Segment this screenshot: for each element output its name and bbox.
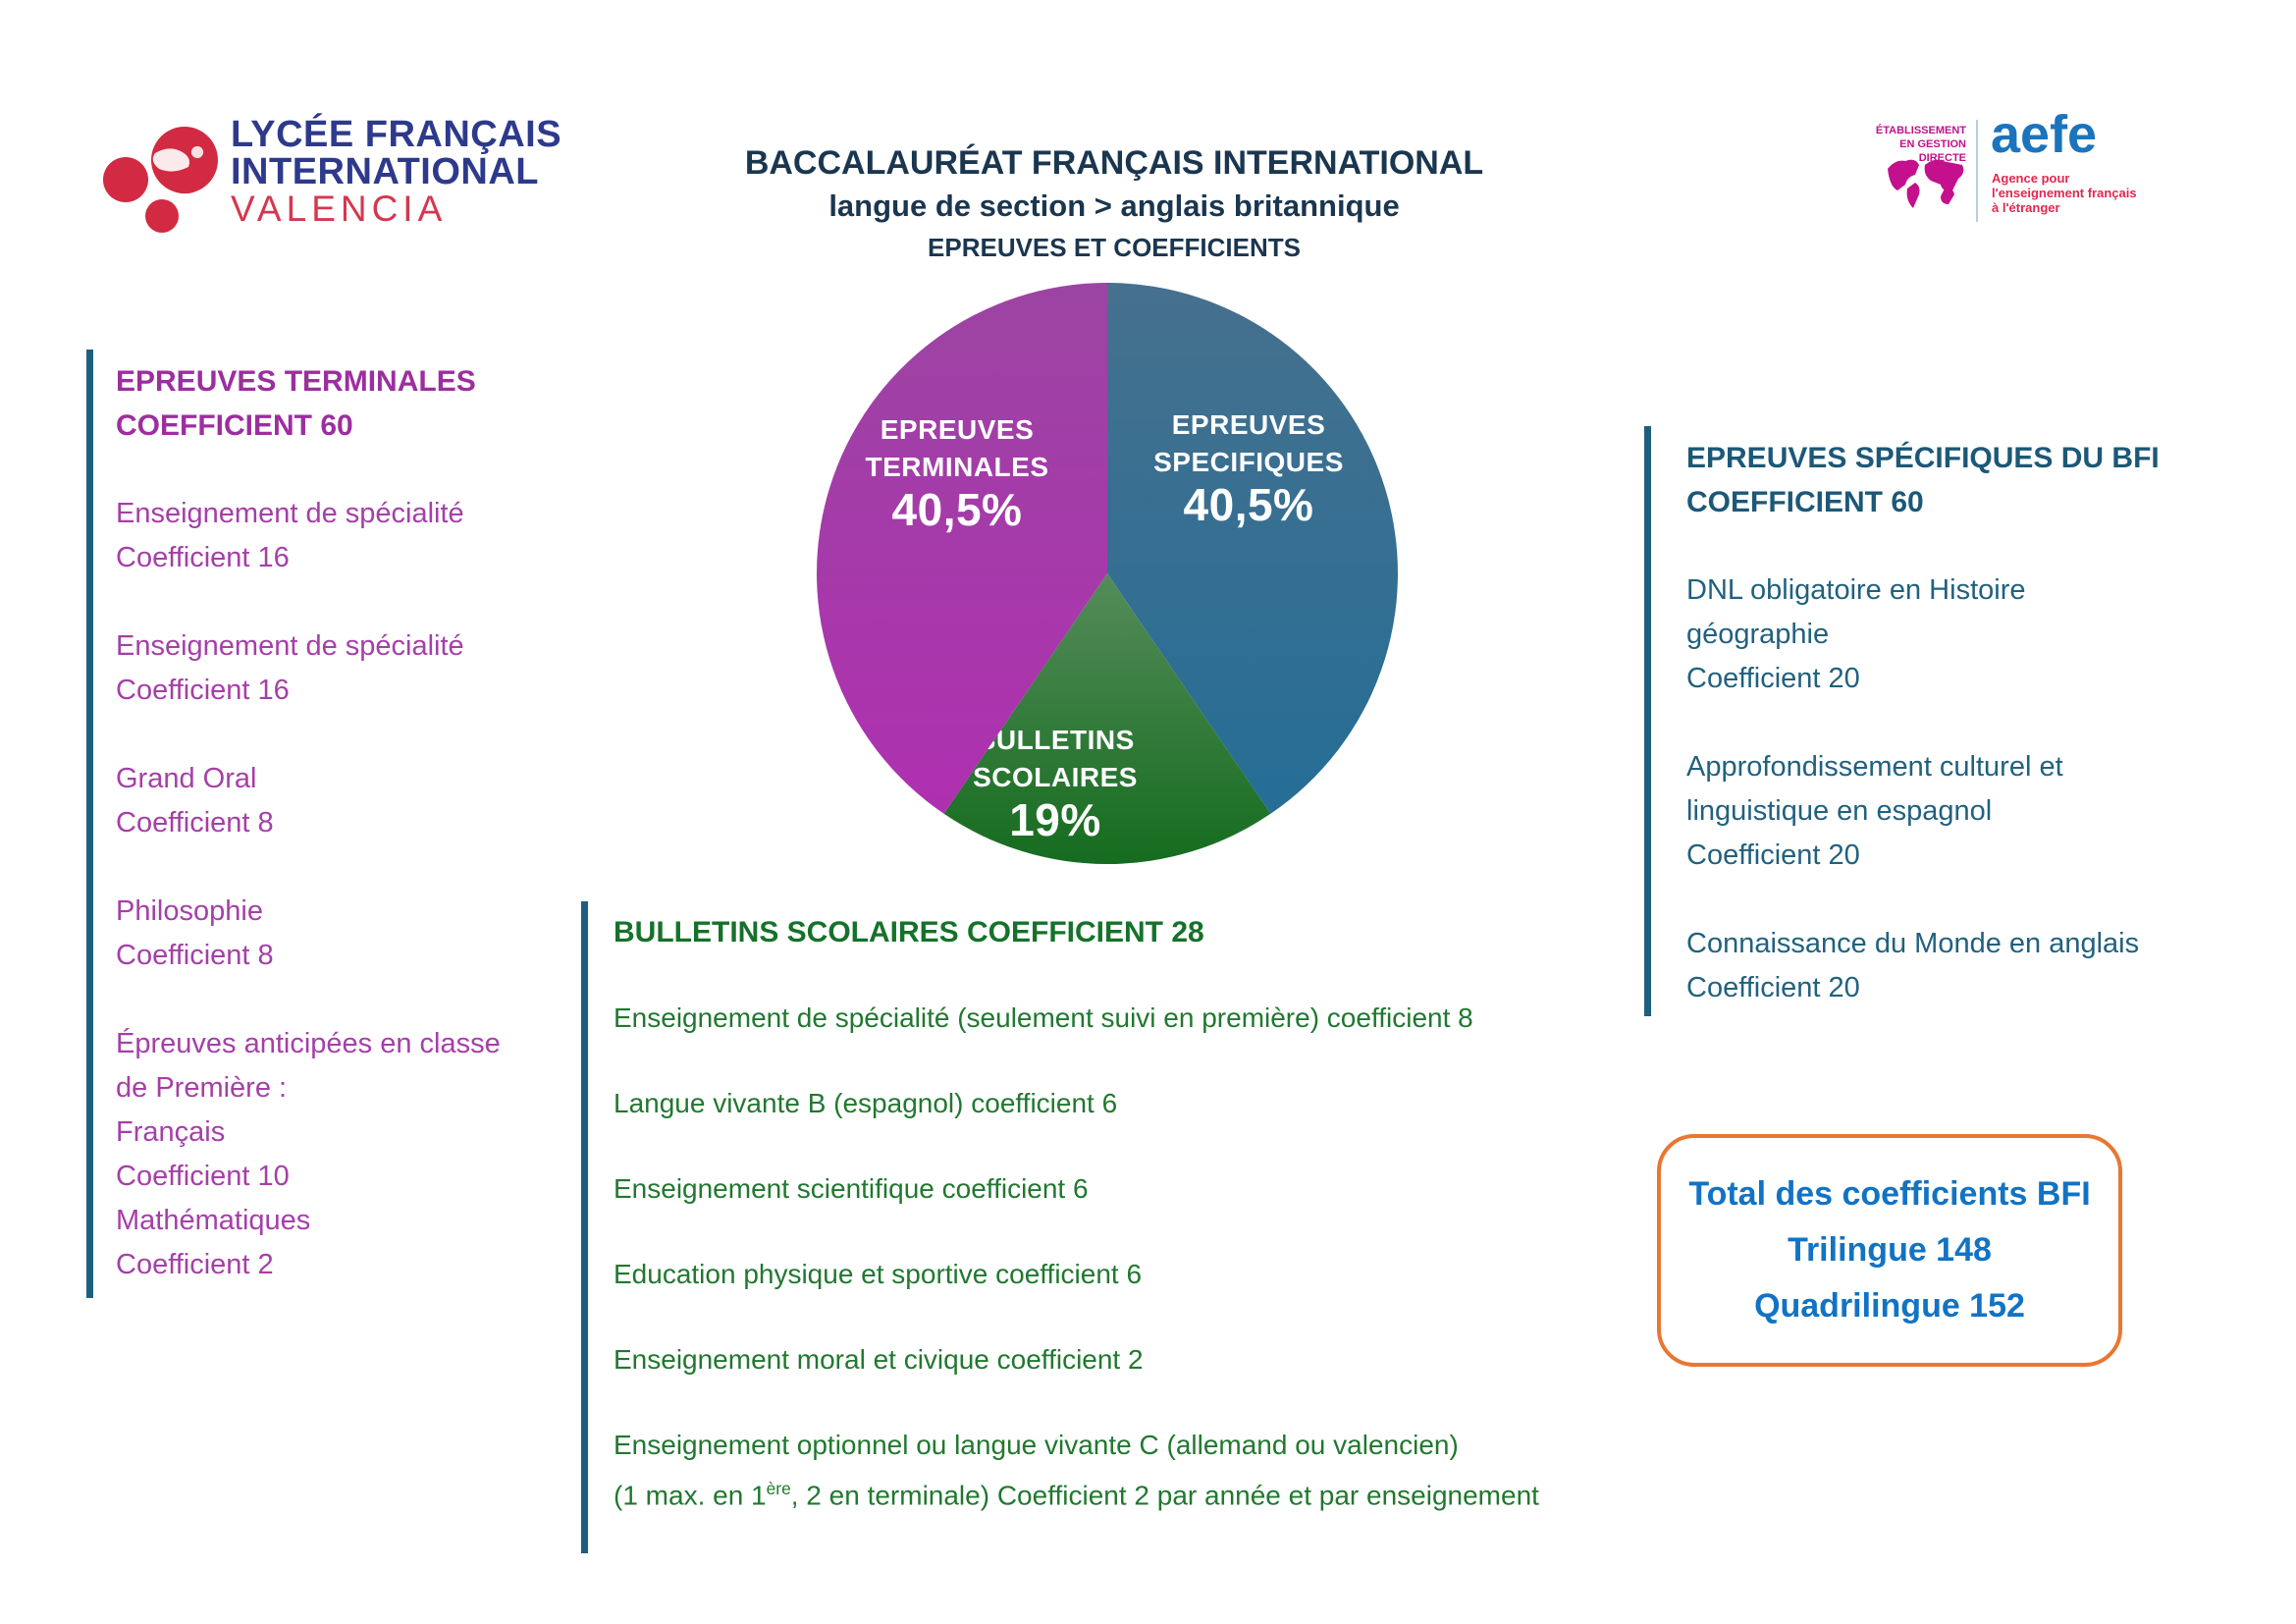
list-item: Enseignement de spécialité Coefficient 16 (116, 498, 464, 573)
pie-label-epreuves-specifiques: EPREUVES SPECIFIQUES 40,5% (1153, 409, 1344, 530)
list-item: Langue vivante B (espagnol) coefficient … (614, 1088, 1118, 1118)
pie-slice-bulletins-scolaires (943, 573, 1271, 864)
terminales-item-list: Enseignement de spécialité Coefficient 16… (116, 492, 548, 1287)
pie-chart: EPREUVES SPECIFIQUES 40,5% BULLETINS SCOLAIR… (817, 283, 1398, 864)
pie-slice-epreuves-terminales (817, 283, 1107, 814)
total-quadrilingue: Quadrilingue 152 (1754, 1287, 2025, 1325)
bulletins-header-line: BULLETINS SCOLAIRES COEFFICIENT 28 (614, 916, 1204, 948)
terminales-section-header: EPREUVES TERMINALES COEFFICIENT 60 (116, 359, 548, 448)
list-item: Grand Oral Coefficient 8 (116, 763, 274, 839)
title-subsubtitle: EPREUVES ET COEFFICIENTS (928, 233, 1301, 262)
list-item: Enseignement de spécialité (seulement su… (614, 1002, 1473, 1033)
list-item: DNL obligatoire en Histoire géographie Coe… (1686, 574, 2026, 694)
aefe-divider (1976, 120, 1978, 222)
total-trilingue: Trilingue 148 (1788, 1231, 1992, 1269)
terminales-header-line1: EPREUVES TERMINALES (116, 365, 476, 398)
terminales-header-line2: COEFFICIENT 60 (116, 409, 353, 442)
school-logo-line2: INTERNATIONAL (231, 151, 539, 192)
aefe-tagline-2: EN GESTION DIRECTE (1899, 138, 1966, 164)
aefe-tagline: ÉTABLISSEMENT EN GESTION DIRECTE (1858, 124, 1966, 165)
aefe-description-2: l'enseignement français (1992, 186, 2137, 200)
aefe-description-1: Agence pour (1992, 171, 2070, 186)
aefe-description: Agence pour l'enseignement français à l'… (1992, 171, 2137, 215)
list-item: Connaissance du Monde en anglais Coeffici… (1686, 928, 2140, 1003)
bulletins-section: BULLETINS SCOLAIRES COEFFICIENT 28 Ensei… (614, 911, 1742, 1517)
title-subtitle: langue de section > anglais britannique (828, 189, 1400, 223)
aefe-description-3: à l'étranger (1992, 200, 2060, 215)
list-item: Education physique et sportive coefficie… (614, 1259, 1143, 1289)
pie-slice-epreuves-specifiques (1107, 283, 1398, 814)
list-item: Philosophie Coefficient 8 (116, 895, 274, 971)
school-logo-city: VALENCIA (231, 189, 448, 229)
page-title: BACCALAURÉAT FRANÇAIS INTERNATIONAL lang… (677, 141, 1551, 267)
school-logo-line1: LYCÉE FRANÇAIS (231, 114, 562, 155)
specifiques-section-bar (1644, 426, 1651, 1016)
total-title: Total des coefficients BFI (1688, 1175, 2091, 1213)
bulletins-section-header: BULLETINS SCOLAIRES COEFFICIENT 28 (614, 911, 1742, 954)
specifiques-section-header: EPREUVES SPÉCIFIQUES DU BFI COEFFICIENT … (1686, 436, 2275, 524)
terminales-section-bar (86, 350, 93, 1298)
school-logo: LYCÉE FRANÇAIS INTERNATIONAL VALENCIA (93, 116, 561, 244)
bulletins-section-bar (581, 901, 588, 1553)
specifiques-section: EPREUVES SPÉCIFIQUES DU BFI COEFFICIENT … (1686, 436, 2275, 1010)
specifiques-header-line2: COEFFICIENT 60 (1686, 486, 1924, 518)
aefe-wordmark: aefe (1991, 105, 2098, 164)
pie-label-epreuves-terminales: EPREUVES TERMINALES 40,5% (866, 414, 1049, 535)
list-item: Enseignement scientifique coefficient 6 (614, 1173, 1089, 1204)
list-item: Enseignement moral et civique coefficien… (614, 1344, 1144, 1375)
school-logo-text: LYCÉE FRANÇAIS INTERNATIONAL VALENCIA (231, 116, 561, 228)
total-coefficients-box: Total des coefficients BFI Trilingue 148… (1657, 1134, 2122, 1367)
list-item: Enseignement optionnel ou langue vivante… (614, 1430, 1539, 1511)
pie-label-bulletins-scolaires: BULLETINS SCOLAIRES 19% (973, 725, 1138, 845)
title-main: BACCALAURÉAT FRANÇAIS INTERNATIONAL (744, 144, 1484, 182)
list-item: Approfondissement culturel et linguistiqu… (1686, 751, 2063, 871)
bulletins-item-list: Enseignement de spécialité (seulement su… (614, 997, 1742, 1517)
specifiques-item-list: DNL obligatoire en Histoire géographie Coe… (1686, 568, 2275, 1010)
aefe-tagline-1: ÉTABLISSEMENT (1875, 125, 1966, 136)
world-map-icon (1888, 159, 1964, 208)
aefe-logo: ÉTABLISSEMENT EN GESTION DIRECTE aefe Ag… (1858, 105, 2192, 244)
list-item: Épreuves anticipées en classe de Première… (116, 1028, 501, 1280)
school-logo-globe-icon (103, 127, 218, 233)
specifiques-header-line1: EPREUVES SPÉCIFIQUES DU BFI (1686, 442, 2160, 474)
list-item: Enseignement de spécialité Coefficient 16 (116, 630, 464, 706)
terminales-section: EPREUVES TERMINALES COEFFICIENT 60 Ensei… (116, 359, 548, 1287)
